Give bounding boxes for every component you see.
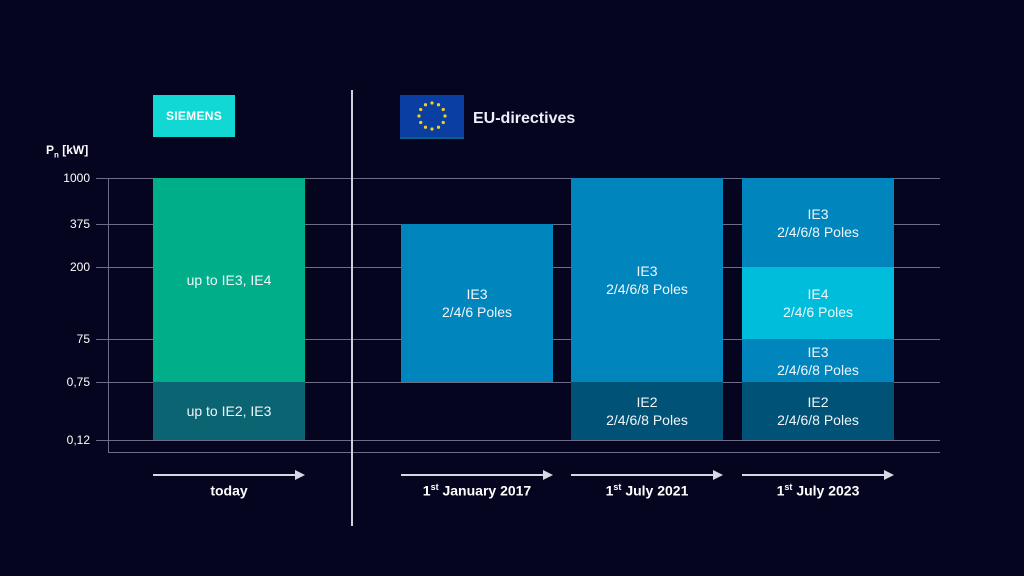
period-label-text: July 2023 — [792, 482, 860, 499]
bar-segment-text: 2/4/6 Poles — [441, 304, 513, 320]
bar-segment-jul2021: IE3 2/4/6/8 Poles — [571, 178, 723, 382]
star-icon — [430, 127, 434, 131]
y-tick-label: 75 — [76, 332, 90, 346]
siemens-logo: SIEMENS — [153, 95, 235, 137]
star-icon — [417, 114, 421, 118]
bar-segment-jul2023: IE2 2/4/6/8 Poles — [742, 382, 894, 440]
period-label-jul2023: 1st July 2023 — [742, 482, 894, 499]
bar-segment-text: IE4 — [807, 286, 829, 302]
bar-segment-text: IE3 — [807, 343, 829, 360]
bar-segment-text: 2/4/6/8 Poles — [777, 361, 859, 378]
bar-segment-text: up to IE2, IE3 — [186, 403, 272, 419]
timeline-arrow — [153, 470, 305, 480]
y-axis-label-unit: [kW] — [58, 143, 89, 157]
bar-segment-text: IE3 — [636, 263, 658, 279]
gridline — [96, 440, 940, 441]
y-axis-label: Pn [kW] — [46, 143, 88, 159]
star-icon — [441, 120, 445, 125]
y-tick-label: 375 — [69, 217, 90, 231]
bar-segment-text: 2/4/6/8 Poles — [777, 223, 859, 240]
star-icon — [436, 103, 441, 107]
x-axis-line — [108, 452, 940, 453]
bar-segment-text: IE3 — [466, 286, 488, 302]
bar-segment-jul2023: IE4 2/4/6 Poles — [742, 267, 894, 339]
timeline-arrow — [742, 470, 894, 480]
star-icon — [430, 101, 434, 105]
bar-segment-text: IE2 — [636, 394, 658, 410]
y-axis-label-main: P — [46, 143, 55, 157]
bar-segment-text: 2/4/6 Poles — [782, 304, 854, 320]
bar-segment-text: 2/4/6/8 Poles — [606, 412, 688, 428]
period-label-text: today — [210, 482, 248, 499]
gridline — [96, 382, 940, 383]
period-label-sup: st — [784, 482, 793, 492]
bar-segment-text: IE2 — [807, 394, 829, 410]
timeline-arrow — [571, 470, 723, 480]
bar-segment-text: 2/4/6/8 Poles — [777, 412, 859, 428]
y-axis-label-sub: n — [54, 150, 59, 160]
bar-segment-text: up to IE3, IE4 — [186, 272, 272, 288]
bar-segment-jul2021: IE2 2/4/6/8 Poles — [571, 382, 723, 440]
star-icon — [423, 125, 428, 129]
y-tick-label: 0,75 — [66, 375, 90, 389]
star-icon — [441, 107, 445, 112]
period-label-sup: st — [613, 482, 622, 492]
star-icon — [423, 103, 428, 107]
bar-segment-jan2017: IE3 2/4/6 Poles — [401, 224, 553, 382]
gridline — [96, 178, 940, 179]
star-icon — [419, 107, 423, 112]
bar-segment-jul2023: IE3 2/4/6/8 Poles — [742, 178, 894, 267]
period-label-jul2021: 1st July 2021 — [571, 482, 723, 499]
y-tick-label: 0,12 — [66, 433, 90, 447]
y-axis-line — [108, 178, 109, 452]
period-label-pre: 1 — [422, 482, 431, 499]
eu-flag-icon — [400, 95, 464, 139]
bar-segment-today: up to IE3, IE4 — [153, 178, 305, 382]
period-label-text: July 2021 — [621, 482, 689, 499]
bar-segment-today: up to IE2, IE3 — [153, 382, 305, 440]
period-label-pre: 1 — [605, 482, 614, 499]
y-tick-label: 200 — [69, 260, 90, 274]
star-icon — [419, 120, 423, 125]
siemens-eu-divider — [351, 90, 353, 526]
period-label-jan2017: 1st January 2017 — [401, 482, 553, 499]
bar-segment-text: IE3 — [807, 205, 829, 222]
period-label-sup: st — [430, 482, 439, 492]
period-label-text: January 2017 — [438, 482, 532, 499]
period-label-pre: 1 — [776, 482, 785, 499]
eu-directives-heading: EU-directives — [473, 110, 576, 127]
bar-segment-text: 2/4/6/8 Poles — [606, 281, 688, 297]
star-icon — [436, 125, 441, 129]
star-icon — [443, 114, 447, 118]
bar-segment-jul2023: IE3 2/4/6/8 Poles — [742, 339, 894, 382]
period-label-today: today — [153, 482, 305, 499]
timeline-arrow — [401, 470, 553, 480]
y-tick-label: 1000 — [63, 171, 90, 185]
